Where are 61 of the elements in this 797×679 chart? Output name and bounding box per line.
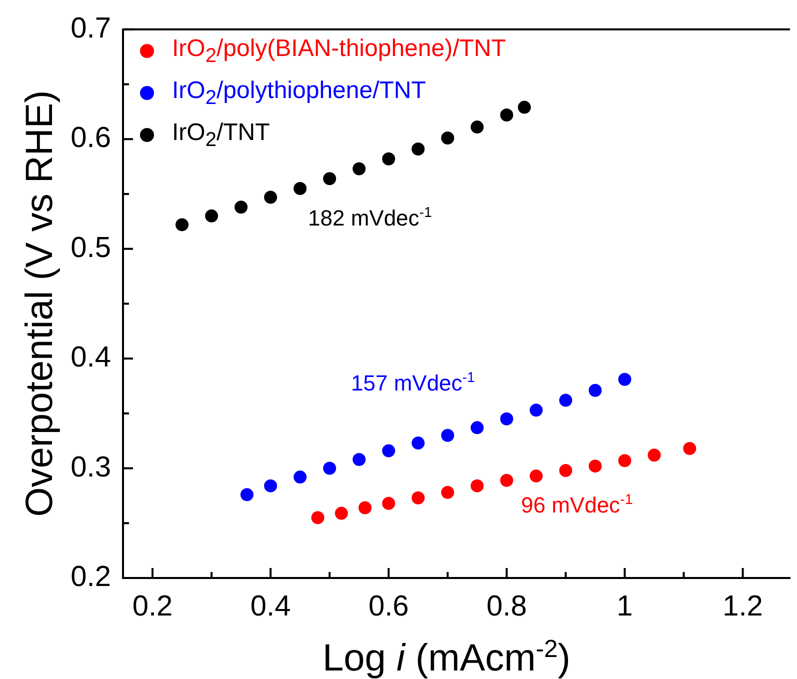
x-tick-label: 0.2 xyxy=(132,590,173,622)
point xyxy=(518,100,531,114)
point xyxy=(588,384,602,397)
point xyxy=(294,182,307,195)
point xyxy=(234,200,248,214)
legend-label: IrO$_{2}$/polythiophene/TNT xyxy=(172,76,426,110)
point xyxy=(352,453,366,466)
x-axis-title: Log i (mAcm$^{-2}$) xyxy=(322,636,570,679)
y-tick-label: 0.5 xyxy=(70,232,111,264)
point xyxy=(470,120,484,134)
point xyxy=(358,501,372,514)
point xyxy=(264,190,278,204)
point xyxy=(588,460,602,473)
point xyxy=(530,404,543,417)
point xyxy=(334,506,348,520)
x-tick-label: 0.6 xyxy=(368,590,409,622)
point xyxy=(470,421,484,434)
point xyxy=(500,474,514,487)
point xyxy=(412,436,425,450)
point xyxy=(240,488,254,502)
point xyxy=(323,462,336,475)
point xyxy=(441,132,454,145)
point xyxy=(648,448,661,462)
annotation: 96 mVdec$^{-1}$ xyxy=(521,492,633,518)
point xyxy=(500,108,514,122)
x-tick-label: 1.2 xyxy=(722,590,763,622)
point xyxy=(618,454,632,468)
point xyxy=(500,412,514,426)
point xyxy=(323,172,336,186)
y-axis-title: Overpotential (V vs RHE) xyxy=(18,90,62,517)
legend-label: IrO$_{2}$/TNT xyxy=(172,118,270,152)
point xyxy=(412,491,425,504)
point xyxy=(441,428,454,442)
y-tick-label: 0.6 xyxy=(70,122,111,154)
legend-label: IrO$_{2}$/poly(BIAN-thiophene)/TNT xyxy=(172,34,506,68)
y-tick-label: 0.7 xyxy=(70,12,111,44)
point xyxy=(205,209,218,222)
point xyxy=(683,442,696,456)
point xyxy=(530,469,543,482)
x-tick-label: 0.8 xyxy=(486,590,527,622)
point xyxy=(470,479,484,492)
point xyxy=(618,372,632,386)
x-tick-label: 1 xyxy=(616,590,633,622)
point xyxy=(176,218,189,232)
point xyxy=(264,479,278,492)
x-tick-label: 0.4 xyxy=(250,590,291,622)
point xyxy=(311,511,324,524)
y-tick-label: 0.2 xyxy=(70,561,111,593)
point xyxy=(382,152,396,166)
annotation: 182 mVdec$^{-1}$ xyxy=(308,205,432,232)
annotation: 157 mVdec$^{-1}$ xyxy=(351,370,476,396)
point xyxy=(412,142,425,156)
y-tick-label: 0.3 xyxy=(70,451,111,484)
point xyxy=(382,496,396,510)
point xyxy=(441,486,454,499)
point xyxy=(382,444,396,458)
point xyxy=(352,162,366,176)
point xyxy=(294,470,307,484)
point xyxy=(559,394,572,407)
point xyxy=(559,464,572,477)
y-tick-label: 0.4 xyxy=(70,342,111,374)
